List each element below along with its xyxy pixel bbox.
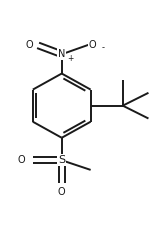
Text: O: O xyxy=(26,40,33,50)
Text: -: - xyxy=(102,43,105,52)
Text: O: O xyxy=(88,40,96,50)
Text: O: O xyxy=(18,155,25,165)
Text: S: S xyxy=(58,155,65,165)
Text: O: O xyxy=(58,187,66,197)
Text: +: + xyxy=(67,54,74,63)
Text: N: N xyxy=(58,49,65,59)
